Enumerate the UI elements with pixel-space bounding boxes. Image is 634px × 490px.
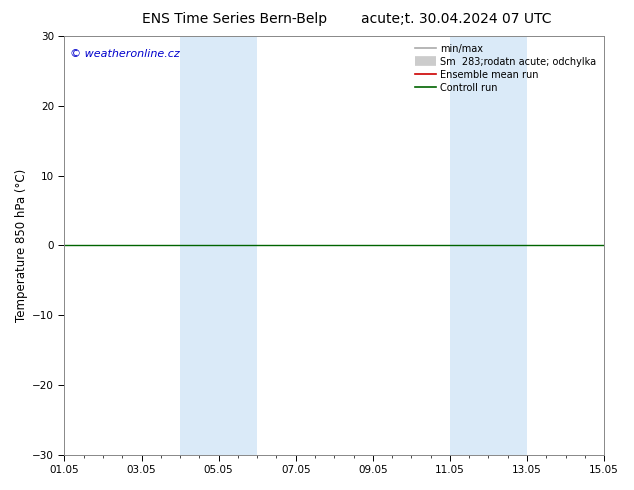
Text: ENS Time Series Bern-Belp: ENS Time Series Bern-Belp (142, 12, 327, 26)
Text: © weatheronline.cz: © weatheronline.cz (70, 49, 179, 59)
Bar (180, 36, 257, 455)
Legend: min/max, Sm  283;rodatn acute; odchylka, Ensemble mean run, Controll run: min/max, Sm 283;rodatn acute; odchylka, … (412, 41, 599, 96)
Y-axis label: Temperature 850 hPa (°C): Temperature 850 hPa (°C) (15, 169, 28, 322)
Bar (450, 36, 527, 455)
Text: acute;t. 30.04.2024 07 UTC: acute;t. 30.04.2024 07 UTC (361, 12, 552, 26)
